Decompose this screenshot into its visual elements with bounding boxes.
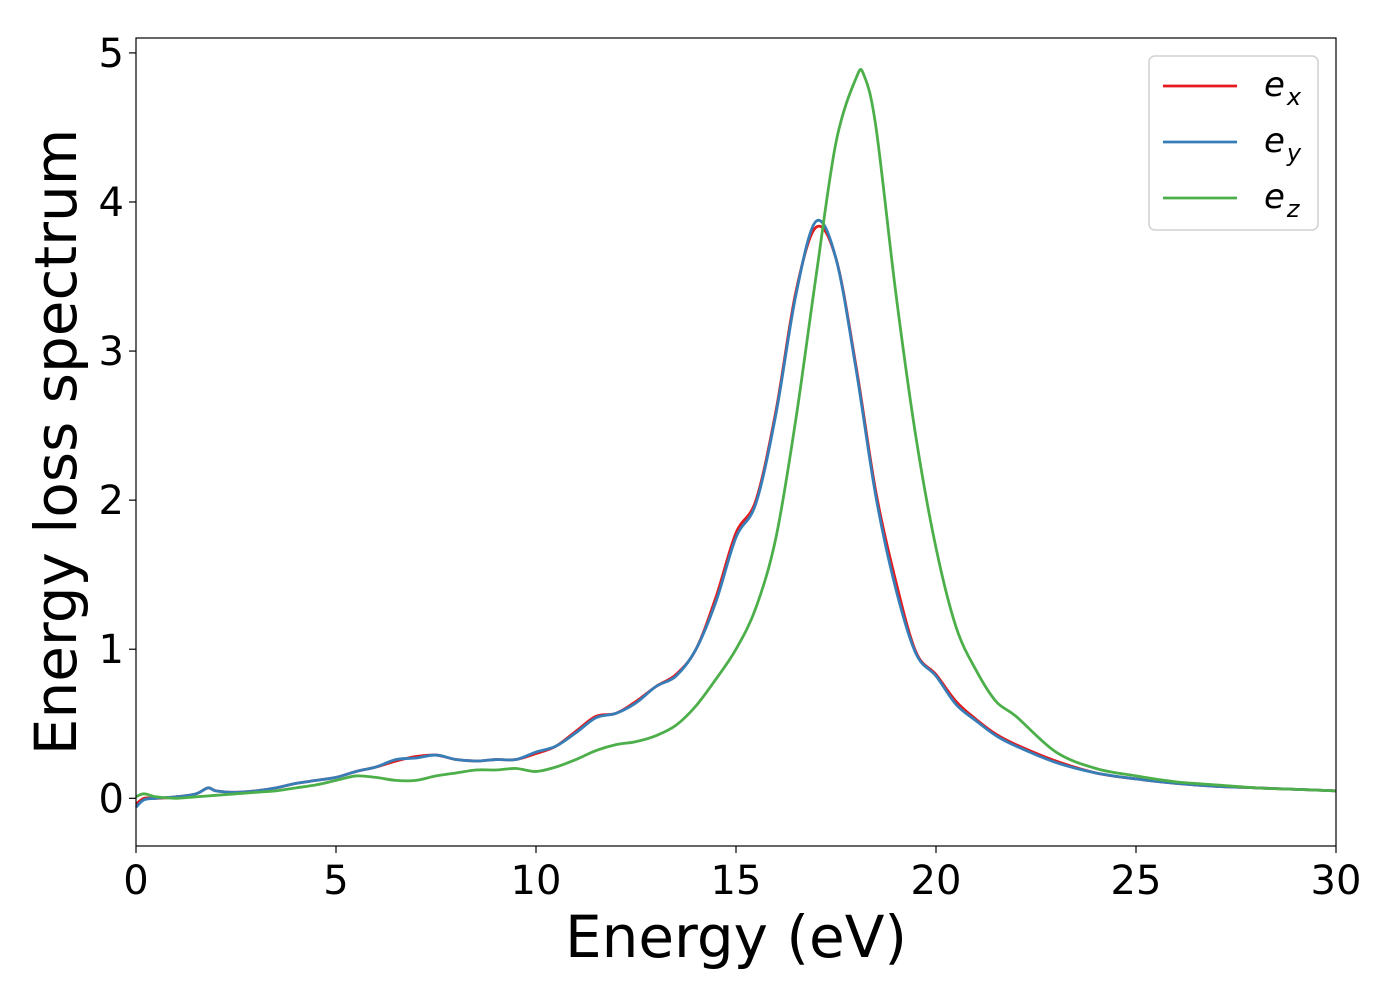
legend: ex ey ez (1148, 55, 1319, 231)
legend-label-y: ey (1264, 121, 1302, 167)
y-tick-label: 0 (99, 776, 124, 822)
y-axis-label: Energy loss spectrum (22, 129, 90, 755)
x-tick-label: 5 (323, 858, 348, 904)
y-tick-label: 4 (99, 180, 124, 226)
tick-layer: 0 5 10 15 20 25 30 0 1 2 3 4 5 (99, 31, 1362, 904)
x-tick-label: 10 (511, 858, 562, 904)
x-tick-label: 0 (123, 858, 148, 904)
plot-frame (135, 37, 1337, 847)
legend-label-z: ez (1264, 177, 1301, 223)
x-tick-label: 25 (1111, 858, 1162, 904)
series-line-y (134, 218, 1337, 809)
series-lines (134, 68, 1337, 809)
x-axis-label: Energy (eV) (565, 903, 907, 971)
y-tick-label: 5 (99, 31, 124, 77)
x-tick-label: 15 (711, 858, 762, 904)
legend-item-z: ez (1163, 177, 1301, 223)
legend-item-y: ey (1163, 121, 1302, 167)
x-tick-label: 30 (1311, 858, 1362, 904)
y-tick-label: 2 (99, 478, 124, 524)
y-tick-label: 1 (99, 627, 124, 673)
x-tick-label: 20 (911, 858, 962, 904)
series-line-x (135, 224, 1337, 806)
legend-label-x: ex (1264, 65, 1302, 111)
series-line-z (135, 68, 1337, 800)
legend-item-x: ex (1163, 65, 1302, 111)
y-tick-label: 3 (99, 329, 124, 375)
